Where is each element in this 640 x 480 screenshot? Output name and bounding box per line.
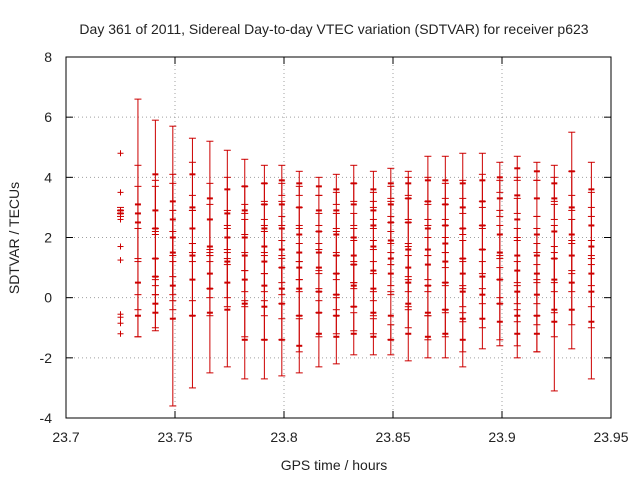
x-tick-label: 23.85: [375, 429, 410, 445]
x-tick-label: 23.75: [157, 429, 192, 445]
error-bar: [295, 318, 303, 374]
error-bar: [424, 315, 432, 359]
error-bar: [117, 150, 124, 157]
error-bar: [117, 189, 124, 196]
error-bar: [550, 252, 558, 392]
error-bar: [568, 270, 576, 350]
error-bar: [404, 306, 412, 362]
error-bar: [350, 312, 358, 356]
error-bar: [117, 243, 124, 250]
x-tick-label: 23.8: [270, 429, 297, 445]
error-bar: [206, 252, 214, 374]
y-axis-label: SDTVAR / TECUs: [6, 182, 22, 294]
error-bar: [496, 297, 504, 347]
error-bar: [533, 315, 541, 353]
axis-ticks: 23.7 23.75 23.8 23.85 23.9 23.95 -4 -2 0 2 4 6 8: [40, 49, 629, 445]
error-bar: [260, 300, 268, 380]
error-bar: [169, 230, 177, 407]
error-bar: [332, 309, 340, 365]
y-tick-label: 4: [44, 169, 52, 185]
error-bar: [134, 294, 142, 338]
error-bar: [223, 252, 231, 368]
error-bar: [387, 252, 395, 296]
error-bar: [151, 294, 159, 332]
error-bar: [117, 216, 124, 223]
x-tick-label: 23.95: [593, 429, 628, 445]
error-bar: [513, 309, 521, 359]
error-bar: [478, 288, 486, 350]
error-bar: [459, 312, 467, 368]
error-bar: [387, 324, 395, 356]
y-tick-label: 6: [44, 109, 52, 125]
error-bar: [117, 330, 124, 337]
y-tick-label: 8: [44, 49, 52, 65]
error-bar: [117, 257, 124, 264]
y-tick-label: 2: [44, 230, 52, 246]
error-bar: [587, 264, 595, 380]
error-bar: [117, 209, 124, 217]
data-marks: [117, 98, 595, 407]
error-bar: [369, 318, 377, 356]
error-bar: [278, 303, 286, 377]
y-tick-label: 0: [44, 290, 52, 306]
error-bar: [441, 309, 449, 359]
error-bar: [188, 243, 196, 389]
error-bar: [117, 320, 124, 327]
x-tick-label: 23.7: [52, 429, 79, 445]
error-bar: [241, 300, 249, 380]
x-tick-label: 23.9: [488, 429, 515, 445]
x-axis-label: GPS time / hours: [281, 457, 388, 473]
error-bar: [315, 300, 323, 368]
y-tick-label: -4: [40, 410, 53, 426]
error-bar: [117, 314, 124, 321]
y-tick-label: -2: [40, 350, 53, 366]
chart-title: Day 361 of 2011, Sidereal Day-to-day VTE…: [79, 21, 588, 37]
